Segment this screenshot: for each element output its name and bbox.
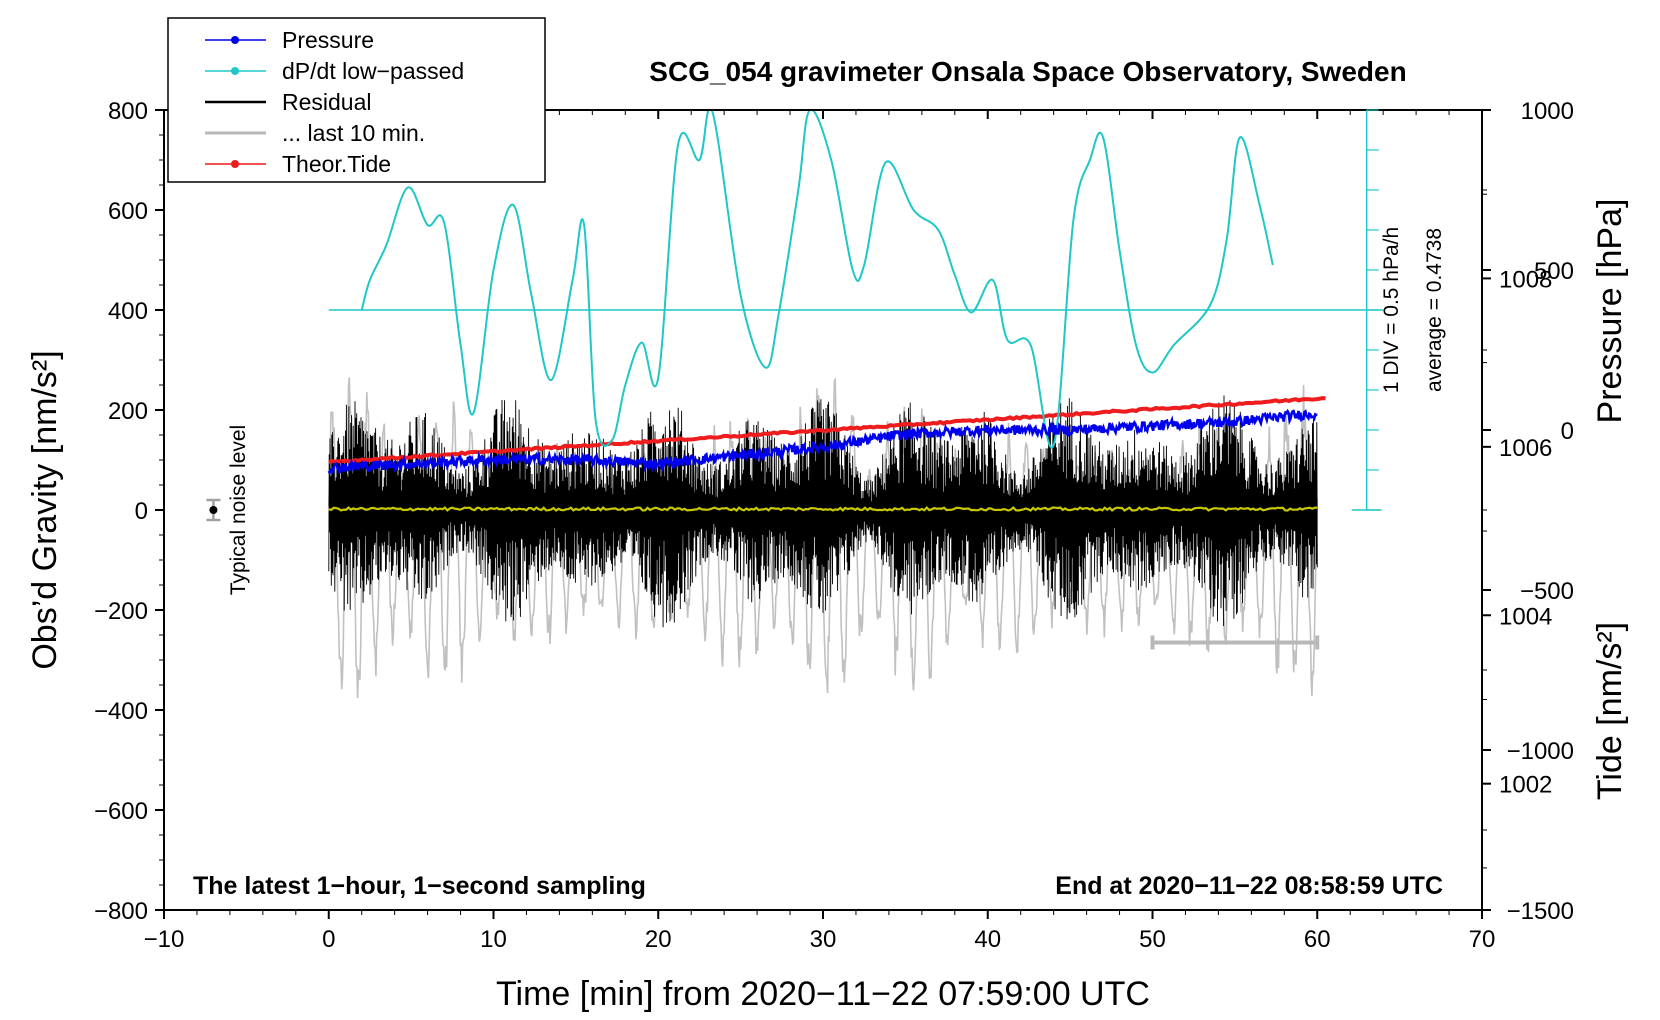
series-clip-group	[206, 108, 1383, 698]
gravity-tick-label: 600	[108, 198, 148, 225]
x-tick-label: 50	[1139, 926, 1166, 953]
legend-marker-dpdt	[231, 67, 239, 75]
legend-marker-tide	[231, 160, 239, 168]
gravity-tick-label: 800	[108, 98, 148, 125]
x-tick-label: 0	[322, 926, 335, 953]
legend-label-residual: Residual	[282, 89, 372, 115]
legend-label-pressure: Pressure	[282, 27, 374, 53]
series-layer	[206, 108, 1383, 698]
tide-tick-label: −1000	[1507, 738, 1574, 765]
x-tick-label: 30	[810, 926, 837, 953]
x-tick-label: 40	[974, 926, 1001, 953]
pressure-tick-label: 1002	[1499, 772, 1552, 799]
dpdt-average-label: average = 0.4738	[1423, 228, 1446, 392]
legend-label-dpdt: dP/dt low−passed	[282, 58, 464, 84]
x-tick-label: 60	[1304, 926, 1331, 953]
noise-marker-point	[209, 506, 217, 514]
noise-level-label: Typical noise level	[227, 425, 250, 595]
tide-tick-label: 500	[1534, 258, 1574, 285]
gravity-tick-label: −400	[94, 698, 148, 725]
tide-tick-label: 0	[1561, 418, 1574, 445]
legend-label-tide: Theor.Tide	[282, 151, 391, 177]
chart-title: SCG_054 gravimeter Onsala Space Observat…	[649, 56, 1406, 87]
annotation-bottom-left: The latest 1−hour, 1−second sampling	[193, 872, 646, 900]
gravity-tick-label: 400	[108, 298, 148, 325]
x-axis-label: Time [min] from 2020−11−22 07:59:00 UTC	[496, 975, 1150, 1013]
x-tick-label: 10	[480, 926, 507, 953]
x-tick-label: 20	[645, 926, 672, 953]
y-axis-label-tide: Tide [nm/s²]	[1591, 622, 1629, 800]
gravity-tick-label: 200	[108, 398, 148, 425]
tide-tick-label: 1000	[1521, 98, 1574, 125]
y-axis-label-gravity: Obs’d Gravity [nm/s²]	[26, 350, 64, 669]
tide-tick-label: −1500	[1507, 898, 1574, 925]
gravity-tick-label: 0	[135, 498, 148, 525]
gravity-tick-label: −800	[94, 898, 148, 925]
legend-marker-pressure	[231, 36, 239, 44]
annotation-bottom-right: End at 2020−11−22 08:58:59 UTC	[1055, 872, 1443, 900]
pressure-tick-label: 1006	[1499, 435, 1552, 462]
x-tick-label: 70	[1469, 926, 1496, 953]
legend: Pressure dP/dt low−passed Residual ... l…	[168, 18, 545, 182]
gravity-tick-label: −200	[94, 598, 148, 625]
y-axis-label-pressure: Pressure [hPa]	[1591, 199, 1629, 424]
tide-tick-label: −500	[1520, 578, 1574, 605]
pressure-tick-label: 1004	[1499, 603, 1552, 630]
gravimeter-chart: −10 0 10 20 30 40 50 60 70 −800 −600 −400 −200 0 200 40…	[0, 0, 1660, 1020]
legend-label-last10: ... last 10 min.	[282, 120, 425, 146]
gravity-tick-label: −600	[94, 798, 148, 825]
x-tick-label: −10	[144, 926, 185, 953]
dpdt-div-label: 1 DIV = 0.5 hPa/h	[1380, 227, 1403, 393]
